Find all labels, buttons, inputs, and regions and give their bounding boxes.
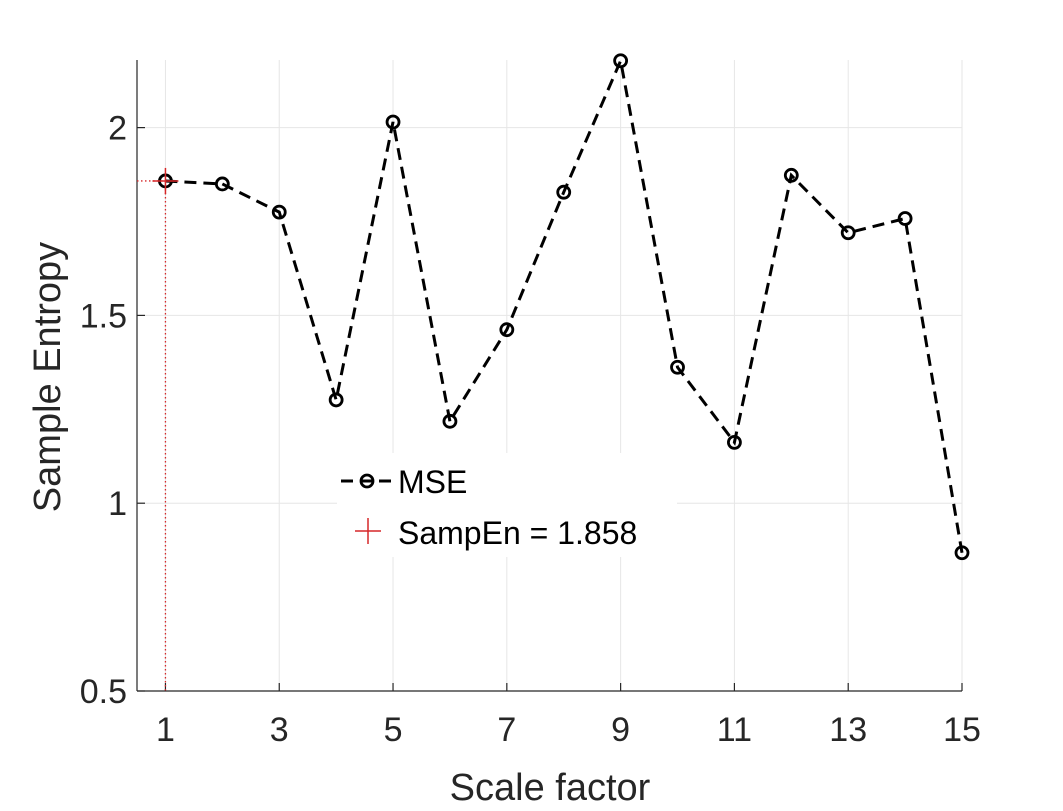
y-tick-label: 1.5 <box>80 297 127 335</box>
axes <box>136 60 963 692</box>
x-tick-label: 15 <box>943 711 981 749</box>
mse-series <box>152 53 970 561</box>
x-axis-label: Scale factor <box>450 767 651 809</box>
legend-box <box>337 453 677 557</box>
mse-point <box>840 225 856 241</box>
mse-point <box>442 413 458 429</box>
mse-point <box>613 53 629 69</box>
legend-label-sampen: SampEn = 1.858 <box>398 515 637 551</box>
x-tick-label: 5 <box>384 711 403 749</box>
mse-point <box>897 211 913 226</box>
y-tick-label: 2 <box>108 110 127 148</box>
legend: MSE SampEn = 1.858 <box>337 453 677 557</box>
x-tick-label: 1 <box>156 711 175 749</box>
y-tick-label: 1 <box>108 485 127 523</box>
x-tick-label: 11 <box>717 711 752 749</box>
tick-labels: 1 3 5 7 9 11 13 150.511.52 <box>80 110 981 749</box>
mse-point <box>783 167 799 183</box>
x-tick-label: 3 <box>270 711 289 749</box>
mse-point <box>727 434 742 450</box>
mse-point <box>385 114 401 130</box>
mse-point <box>271 204 287 220</box>
grid <box>137 60 963 692</box>
mse-point <box>499 322 515 338</box>
legend-mse-marker-icon <box>359 473 375 489</box>
mse-point <box>954 545 970 561</box>
mse-point <box>214 176 230 192</box>
sampen-point <box>152 167 179 194</box>
mse-line <box>165 55 964 554</box>
x-tick-label: 13 <box>829 711 867 749</box>
legend-label-mse: MSE <box>398 464 467 500</box>
mse-point <box>328 392 344 408</box>
x-tick-label: 7 <box>497 711 516 749</box>
mse-point <box>556 184 572 200</box>
y-tick-label: 0.5 <box>80 673 127 711</box>
sampen-reference-lines <box>137 180 167 691</box>
x-tick-label: 9 <box>611 711 630 749</box>
y-axis-label: Sample Entropy <box>27 242 69 512</box>
mse-point <box>670 359 685 375</box>
